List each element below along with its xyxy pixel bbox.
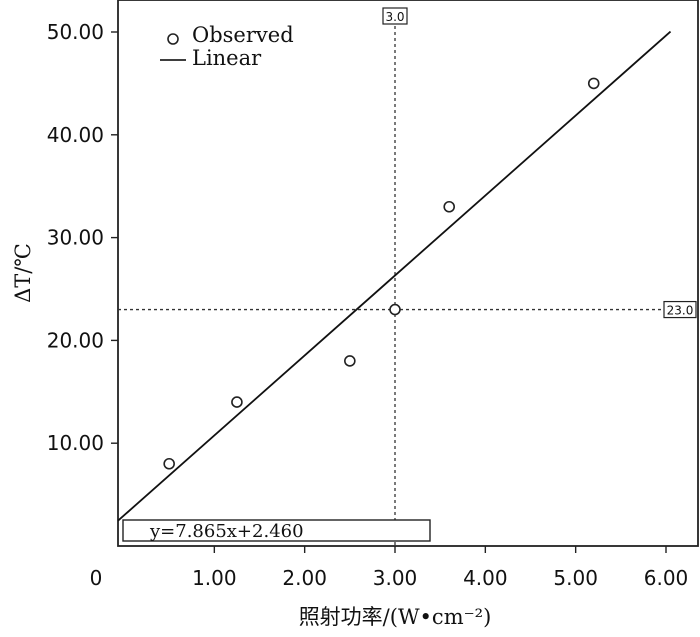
y-axis-title: ΔT/℃ (11, 243, 35, 303)
equation-box: y=7.865x+2.460 (122, 519, 431, 542)
axis-ticks: 0 1.00 2.00 3.00 4.00 5.00 6.00 10.00 20.00 30.00… (47, 20, 689, 590)
fit-line-layer (117, 30, 672, 522)
equation-frame (122, 519, 431, 542)
y-tick-label: 20.00 (47, 328, 104, 352)
observed-point (231, 396, 243, 408)
x-tick-label: 2.00 (282, 566, 327, 590)
x-tick-label: 6.00 (644, 566, 689, 590)
legend-linear-label: Linear (192, 46, 262, 70)
y-tick-label: 40.00 (47, 123, 104, 147)
reference-label-y-box (663, 300, 697, 319)
reference-label-y: 23.0 (667, 304, 694, 318)
x-tick-label: 4.00 (463, 566, 508, 590)
x-tick-label: 1.00 (192, 566, 237, 590)
y-tick-label: 30.00 (47, 226, 104, 250)
legend-observed-marker (167, 33, 179, 45)
x-axis-title: 照射功率/(W•cm⁻²) (299, 605, 492, 629)
x-tick-label: 0 (90, 566, 103, 590)
observed-point (163, 457, 175, 470)
observed-point (389, 303, 401, 316)
x-tick-label: 5.00 (553, 566, 598, 590)
reference-label-x-box (382, 7, 408, 25)
equation-label: y=7.865x+2.460 (149, 521, 304, 542)
y-tick-label: 50.00 (47, 20, 104, 44)
legend: Observed Linear (160, 23, 294, 70)
x-tick-label: 3.00 (373, 566, 418, 590)
reference-lines: 3.0 23.0 (118, 7, 697, 546)
plot-area (117, 0, 699, 547)
observed-point (587, 77, 600, 90)
observed-points (163, 77, 600, 470)
observed-point (443, 200, 456, 213)
reference-label-x: 3.0 (385, 10, 404, 24)
linear-fit-line (117, 30, 672, 522)
observed-point (344, 355, 356, 367)
y-tick-label: 10.00 (47, 431, 104, 455)
legend-observed-label: Observed (192, 23, 294, 47)
